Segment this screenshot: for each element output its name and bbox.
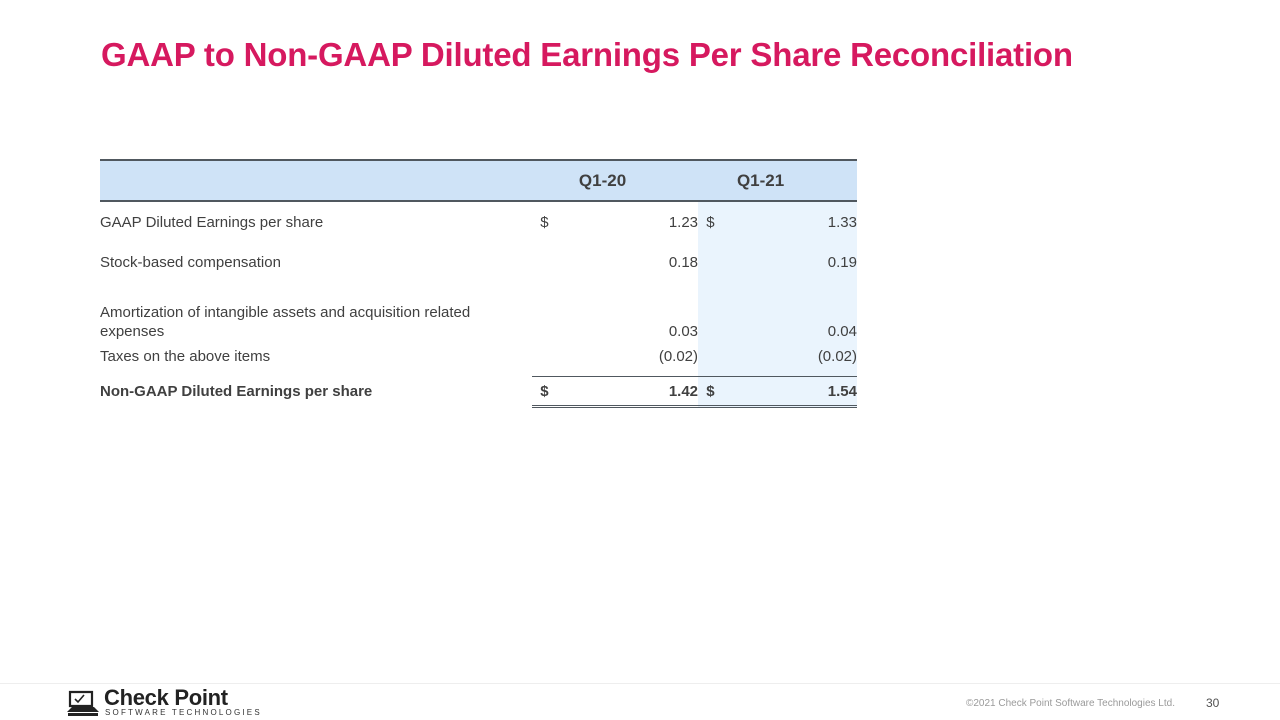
header-spacer	[698, 159, 723, 202]
page-number: 30	[1206, 696, 1220, 710]
row-label: GAAP Diluted Earnings per share	[100, 213, 324, 231]
table-header-row: Q1-20 Q1-21	[100, 159, 857, 202]
header-q1-20: Q1-20	[556, 159, 699, 202]
header-label-cell	[100, 159, 532, 202]
check-point-logo: Check Point SOFTWARE TECHNOLOGIES	[66, 685, 260, 719]
value-q1-20: 1.23	[668, 213, 699, 231]
logo-subtitle: SOFTWARE TECHNOLOGIES	[105, 708, 262, 717]
currency-symbol: $	[698, 201, 723, 242]
logo-name: Check Point	[104, 685, 228, 710]
header-q1-21: Q1-21	[722, 159, 857, 202]
row-label: Non-GAAP Diluted Earnings per share	[100, 383, 373, 400]
copyright-notice: ©2021 Check Point Software Technologies …	[966, 698, 1175, 709]
row-label-line: expenses	[100, 323, 165, 340]
value-q1-21: 1.54	[722, 376, 857, 408]
footer-divider	[0, 683, 1280, 684]
row-label: Amortization of intangible assets and ac…	[100, 282, 532, 346]
header-spacer	[532, 159, 557, 202]
currency-symbol	[532, 282, 557, 346]
currency-symbol: $	[532, 376, 557, 408]
table-row: Taxes on the above items (0.02) (0.02)	[100, 346, 857, 377]
currency-symbol: $	[540, 213, 549, 231]
table-row: Stock-based compensation 0.18 0.19	[100, 242, 857, 282]
eps-reconciliation-table: Q1-20 Q1-21 GAAP Diluted Earnings per sh…	[100, 159, 857, 408]
value-q1-20: 0.03	[668, 323, 699, 340]
value-q1-21: 0.04	[722, 282, 857, 346]
currency-symbol	[698, 242, 723, 282]
currency-symbol	[532, 242, 557, 282]
currency-symbol	[532, 346, 557, 377]
row-label-line: Amortization of intangible assets and ac…	[100, 304, 471, 321]
page-title: GAAP to Non-GAAP Diluted Earnings Per Sh…	[101, 36, 1073, 73]
table-total-row: Non-GAAP Diluted Earnings per share $ 1.…	[100, 376, 857, 408]
currency-symbol: $	[698, 376, 723, 408]
value-q1-21: 1.33	[722, 201, 857, 242]
check-point-logo-icon	[67, 690, 99, 716]
value-q1-21: 0.19	[722, 242, 857, 282]
table-row: Amortization of intangible assets and ac…	[100, 282, 857, 346]
currency-symbol	[698, 282, 723, 346]
value-q1-20: 0.18	[668, 253, 699, 271]
value-q1-21: (0.02)	[722, 346, 857, 377]
row-label: Stock-based compensation	[100, 253, 281, 271]
table-row: GAAP Diluted Earnings per share $ 1.23 $…	[100, 201, 857, 242]
value-q1-20: 1.42	[556, 376, 699, 408]
row-label: Taxes on the above items	[100, 348, 271, 365]
currency-symbol	[698, 346, 723, 377]
value-q1-20: (0.02)	[658, 348, 699, 365]
